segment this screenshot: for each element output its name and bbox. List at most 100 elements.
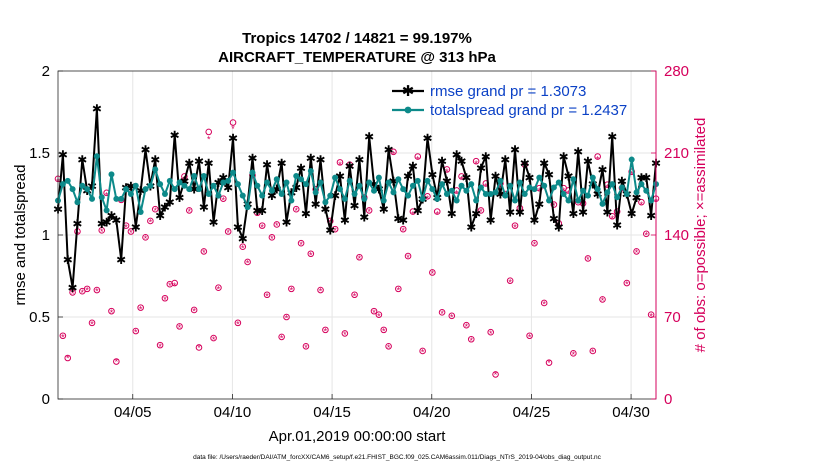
obs-assimilated-point: * xyxy=(479,207,483,217)
rmse-point: ✱ xyxy=(491,169,501,183)
rmse-point: ✱ xyxy=(500,153,510,167)
totalspread-point xyxy=(317,179,324,186)
obs-possible-point xyxy=(429,269,436,276)
totalspread-point xyxy=(59,181,66,188)
obs-assimilated-point: * xyxy=(358,254,362,264)
rmse-point: ✱ xyxy=(199,201,209,215)
totalspread-point xyxy=(341,195,348,202)
totalspread-point xyxy=(288,197,295,204)
obs-assimilated-point: * xyxy=(280,334,284,344)
obs-possible-point xyxy=(317,286,324,294)
legend-spread-label: totalspread grand pr = 1.2437 xyxy=(430,102,627,119)
totalspread-point xyxy=(463,187,470,194)
obs-assimilated-point: * xyxy=(270,234,274,244)
totalspread-point xyxy=(507,182,514,189)
rmse-point: ✱ xyxy=(559,150,569,164)
rmse-point: ✱ xyxy=(413,204,423,218)
rmse-point: ✱ xyxy=(554,220,564,234)
totalspread-point xyxy=(477,184,484,191)
obs-possible-point xyxy=(623,279,631,287)
rmse-point: ✱ xyxy=(364,130,374,144)
rmse-point: ✱ xyxy=(437,155,447,169)
totalspread-point xyxy=(628,156,635,163)
rmse-point: ✱ xyxy=(68,281,78,295)
totalspread-point xyxy=(346,177,353,184)
rmse-point: ✱ xyxy=(350,199,360,213)
obs-possible-point xyxy=(385,342,392,350)
totalspread-point xyxy=(302,181,309,188)
legend-rmse-label: rmse grand pr = 1.3073 xyxy=(430,83,586,100)
rmse-point: ✱ xyxy=(301,207,311,221)
rmse-point: ✱ xyxy=(111,214,121,228)
rmse-point: ✱ xyxy=(179,174,189,188)
rmse-point: ✱ xyxy=(267,189,277,203)
totalspread-point xyxy=(536,174,543,181)
rmse-point: ✱ xyxy=(452,148,462,162)
y-axis-label: rmse and totalspread xyxy=(12,165,29,306)
obs-assimilated-point: * xyxy=(353,291,357,301)
obs-possible-point xyxy=(531,239,538,247)
rmse-point: ✱ xyxy=(471,207,481,221)
totalspread-point xyxy=(249,169,256,176)
rmse-point: ✱ xyxy=(72,217,82,231)
totalspread-point xyxy=(580,187,587,194)
obs-assimilated-point: * xyxy=(645,231,649,241)
totalspread-point xyxy=(550,184,557,191)
obs-assimilated-point: * xyxy=(124,222,128,232)
obs-possible-point xyxy=(433,208,441,215)
obs-assimilated-point: * xyxy=(76,229,80,239)
rmse-point: ✱ xyxy=(442,174,452,188)
y2-tick-label: 280 xyxy=(664,63,689,80)
obs-assimilated-point: * xyxy=(367,207,371,217)
totalspread-point xyxy=(278,191,285,197)
obs-possible-point xyxy=(98,227,106,234)
obs-assimilated-point: * xyxy=(576,199,580,209)
totalspread-point xyxy=(132,182,139,189)
obs-assimilated-point: * xyxy=(163,295,167,305)
totalspread-point xyxy=(584,192,591,199)
rmse-point: ✱ xyxy=(306,151,316,165)
obs-assimilated-point: * xyxy=(513,222,517,232)
obs-possible-point xyxy=(458,173,465,180)
obs-possible-point xyxy=(438,309,446,316)
obs-possible-point xyxy=(511,222,519,229)
rmse-point: ✱ xyxy=(632,191,642,205)
obs-possible-point xyxy=(414,153,422,160)
totalspread-point xyxy=(516,179,523,186)
totalspread-point xyxy=(123,186,130,193)
obs-assimilated-point: * xyxy=(620,186,624,196)
totalspread-point xyxy=(526,184,533,191)
obs-assimilated-point: * xyxy=(71,289,75,299)
obs-assimilated-point: * xyxy=(460,174,464,184)
obs-assimilated-point: * xyxy=(377,311,381,321)
obs-assimilated-point: * xyxy=(178,323,182,333)
obs-assimilated-point: * xyxy=(538,186,542,196)
rmse-point: ✱ xyxy=(427,168,437,182)
rmse-point: ✱ xyxy=(223,181,233,195)
x-tick-label: 04/20 xyxy=(413,404,451,421)
obs-possible-point xyxy=(288,285,295,293)
obs-possible-point xyxy=(239,243,247,251)
obs-possible-point xyxy=(594,153,601,160)
rmse-point: ✱ xyxy=(529,214,539,228)
rmse-point: ✱ xyxy=(393,212,403,226)
totalspread-point xyxy=(312,189,319,196)
rmse-point: ✱ xyxy=(131,220,141,234)
rmse-point: ✱ xyxy=(325,224,335,238)
obs-assimilated-point: * xyxy=(100,227,104,237)
totalspread-point xyxy=(521,191,528,197)
totalspread-line xyxy=(57,155,657,213)
totalspread-point xyxy=(380,197,387,204)
obs-assimilated-point: * xyxy=(333,226,337,236)
totalspread-point xyxy=(604,189,611,196)
rmse-point: ✱ xyxy=(495,188,505,202)
obs-assimilated-point: * xyxy=(591,348,595,358)
totalspread-point xyxy=(443,191,450,197)
rmse-point: ✱ xyxy=(277,156,287,170)
x-tick-label: 04/25 xyxy=(513,404,551,421)
rmse-point: ✱ xyxy=(262,158,272,172)
obs-possible-point xyxy=(589,347,597,355)
obs-possible-point xyxy=(487,328,494,336)
obs-assimilated-point: * xyxy=(168,281,172,291)
